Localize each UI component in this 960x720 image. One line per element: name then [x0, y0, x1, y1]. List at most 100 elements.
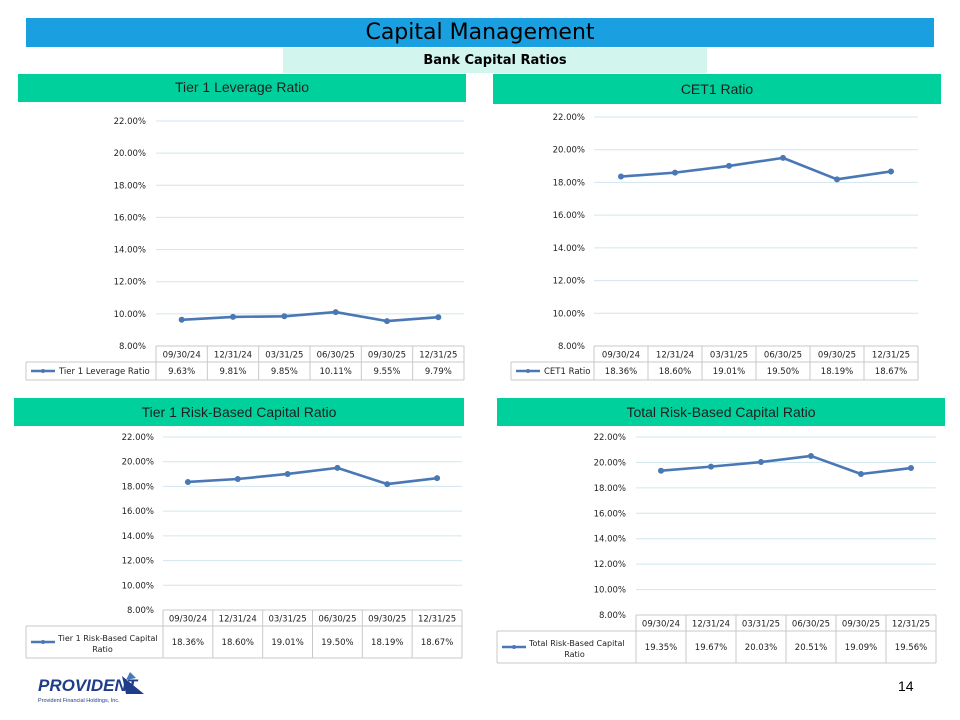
data-label: 9.79%: [425, 367, 452, 377]
y-tick-label: 20.00%: [114, 149, 146, 159]
y-tick-label: 18.00%: [553, 178, 585, 188]
page-subtitle: Bank Capital Ratios: [423, 53, 567, 68]
data-label: 19.50%: [767, 367, 799, 377]
page-number: 14: [898, 678, 914, 694]
series-line: [187, 466, 438, 486]
x-tick-label: 09/30/24: [642, 620, 680, 630]
x-tick-label: 12/31/25: [418, 615, 456, 625]
y-tick-label: 14.00%: [114, 246, 146, 256]
data-point: [672, 169, 678, 176]
legend-key-marker: [41, 369, 45, 373]
data-label: 19.56%: [895, 643, 927, 653]
y-tick-label: 10.00%: [553, 309, 585, 319]
data-label: 20.03%: [745, 643, 777, 653]
data-label: 18.19%: [821, 367, 853, 377]
page-title-bar: Capital Management: [26, 18, 934, 47]
legend-key-marker: [526, 369, 530, 373]
data-label: 10.11%: [319, 367, 351, 377]
chart-title: Tier 1 Leverage Ratio: [174, 79, 310, 95]
data-label: 9.85%: [271, 367, 298, 377]
data-label: 18.36%: [605, 367, 637, 377]
data-point: [434, 475, 441, 482]
y-tick-label: 10.00%: [594, 586, 626, 596]
x-tick-label: 06/30/25: [318, 615, 356, 625]
x-tick-label: 09/30/25: [842, 620, 880, 630]
legend-label: Ratio: [564, 650, 585, 659]
x-tick-label: 06/30/25: [764, 351, 802, 361]
data-label: 18.67%: [421, 638, 453, 648]
y-tick-label: 14.00%: [594, 535, 626, 545]
data-point: [888, 168, 894, 175]
x-tick-label: 12/31/25: [419, 351, 457, 361]
chart-header-tier1-leverage: Tier 1 Leverage Ratio: [18, 74, 466, 102]
data-label: 19.67%: [695, 643, 727, 653]
series-line: [181, 310, 439, 323]
data-point: [618, 173, 624, 180]
page-title: Capital Management: [365, 20, 595, 45]
y-tick-label: 12.00%: [594, 560, 626, 570]
y-tick-label: 8.00%: [558, 342, 585, 352]
data-point: [332, 309, 339, 316]
logo-mark-icon: [122, 676, 144, 694]
chart-title: Total Risk-Based Capital Ratio: [626, 404, 816, 420]
legend-label: Tier 1 Risk-Based Capital: [57, 634, 158, 643]
data-label: 18.60%: [659, 367, 691, 377]
data-point: [284, 470, 291, 477]
data-point: [234, 476, 241, 483]
x-tick-label: 12/31/24: [656, 351, 694, 361]
y-tick-label: 12.00%: [553, 277, 585, 287]
data-point: [184, 478, 191, 485]
page-subtitle-bar: Bank Capital Ratios: [283, 48, 707, 73]
y-tick-label: 22.00%: [114, 117, 146, 127]
x-tick-label: 09/30/24: [602, 351, 640, 361]
data-point: [230, 313, 236, 320]
x-tick-label: 06/30/25: [792, 620, 830, 630]
y-tick-label: 16.00%: [122, 507, 154, 517]
y-tick-label: 22.00%: [594, 433, 626, 443]
y-tick-label: 16.00%: [594, 509, 626, 519]
y-tick-label: 20.00%: [553, 146, 585, 156]
series-line: [660, 454, 912, 476]
y-tick-label: 18.00%: [122, 482, 154, 492]
y-tick-label: 22.00%: [122, 433, 154, 443]
x-tick-label: 03/31/25: [742, 620, 780, 630]
x-tick-label: 09/30/25: [368, 351, 406, 361]
x-tick-label: 09/30/25: [818, 351, 856, 361]
y-tick-label: 18.00%: [594, 484, 626, 494]
provident-logo: PROVIDENT Provident Financial Holdings, …: [26, 664, 150, 708]
legend-label: Tier 1 Leverage Ratio: [58, 367, 150, 377]
chart-title: CET1 Ratio: [680, 81, 754, 97]
y-tick-label: 18.00%: [114, 181, 146, 191]
data-label: 19.01%: [271, 638, 303, 648]
y-tick-label: 12.00%: [122, 557, 154, 567]
legend-key-marker: [512, 645, 516, 649]
data-point: [758, 459, 764, 466]
logo-wordmark: PROVIDENT: [38, 676, 139, 695]
data-point: [178, 316, 185, 323]
data-point: [908, 465, 914, 472]
data-point: [334, 464, 341, 471]
legend-key-marker: [41, 640, 45, 644]
y-tick-label: 20.00%: [594, 458, 626, 468]
x-tick-label: 12/31/24: [219, 615, 257, 625]
data-point: [708, 463, 714, 470]
data-point: [726, 162, 732, 169]
data-point: [858, 470, 864, 477]
data-label: 9.81%: [219, 367, 246, 377]
data-label: 9.55%: [373, 367, 400, 377]
legend-label: CET1 Ratio: [544, 367, 590, 377]
x-tick-label: 09/30/24: [163, 351, 201, 361]
data-point: [808, 452, 814, 459]
x-tick-label: 09/30/25: [368, 615, 406, 625]
x-tick-label: 06/30/25: [317, 351, 355, 361]
data-label: 18.60%: [222, 638, 254, 648]
chart-header-tier1-risk-based: Tier 1 Risk-Based Capital Ratio: [14, 398, 464, 426]
data-label: 19.01%: [713, 367, 745, 377]
data-label: 20.51%: [795, 643, 827, 653]
y-tick-label: 22.00%: [553, 113, 585, 123]
data-point: [658, 467, 664, 474]
